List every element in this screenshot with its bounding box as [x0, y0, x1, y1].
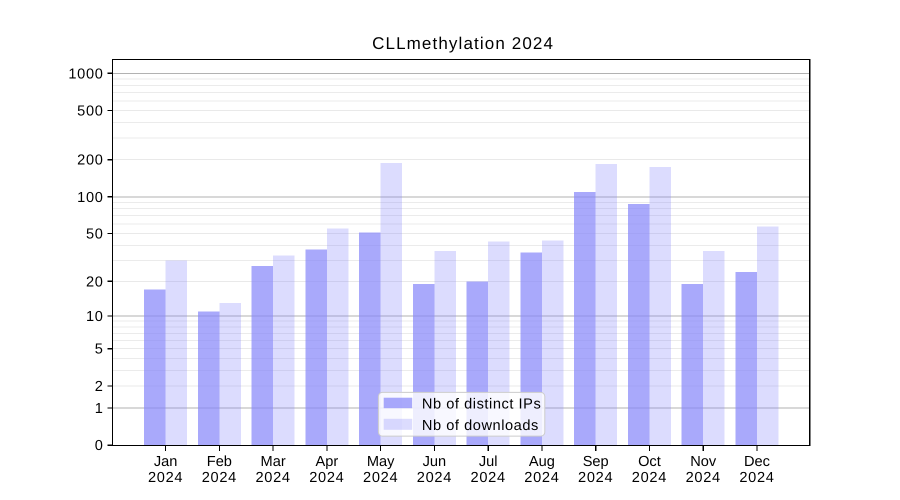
svg-text:500: 500 [77, 104, 103, 120]
svg-text:20: 20 [86, 274, 104, 290]
svg-text:Jul: Jul [479, 454, 498, 470]
svg-text:2024: 2024 [686, 470, 721, 486]
svg-text:2024: 2024 [471, 470, 506, 486]
svg-text:2024: 2024 [309, 470, 344, 486]
svg-text:2024: 2024 [417, 470, 452, 486]
svg-text:2024: 2024 [148, 470, 183, 486]
svg-text:2024: 2024 [578, 470, 613, 486]
svg-text:200: 200 [77, 153, 103, 169]
svg-text:2024: 2024 [255, 470, 290, 486]
svg-text:Nb of distinct IPs: Nb of distinct IPs [422, 397, 541, 413]
svg-text:0: 0 [95, 438, 104, 454]
svg-text:2024: 2024 [739, 470, 774, 486]
svg-text:2024: 2024 [524, 470, 559, 486]
svg-text:100: 100 [77, 190, 103, 206]
svg-text:10: 10 [86, 309, 104, 325]
svg-text:1: 1 [95, 401, 104, 417]
svg-text:Sep: Sep [583, 454, 609, 470]
svg-text:Oct: Oct [638, 454, 661, 470]
svg-text:2024: 2024 [363, 470, 398, 486]
svg-text:CLLmethylation 2024: CLLmethylation 2024 [372, 34, 554, 53]
svg-text:Jun: Jun [423, 454, 447, 470]
svg-text:May: May [367, 454, 395, 470]
svg-text:2024: 2024 [632, 470, 667, 486]
svg-text:Aug: Aug [529, 454, 555, 470]
svg-text:Nov: Nov [690, 454, 717, 470]
svg-text:Dec: Dec [744, 454, 770, 470]
svg-text:1000: 1000 [68, 66, 103, 82]
svg-text:Apr: Apr [316, 454, 339, 470]
svg-text:2: 2 [95, 379, 104, 395]
svg-text:Mar: Mar [261, 454, 286, 470]
svg-text:5: 5 [95, 342, 104, 358]
svg-text:Feb: Feb [207, 454, 232, 470]
svg-text:Nb of downloads: Nb of downloads [422, 418, 539, 434]
svg-text:Jan: Jan [154, 454, 178, 470]
svg-text:50: 50 [86, 227, 104, 243]
svg-text:2024: 2024 [202, 470, 237, 486]
